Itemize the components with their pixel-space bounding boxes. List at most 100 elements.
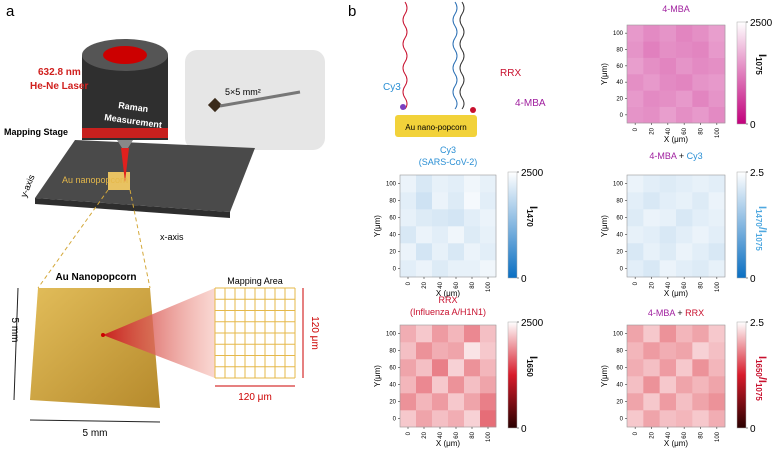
plot-frame [399,174,497,278]
chart-title: (SARS-CoV-2) [419,157,478,167]
heatmap-cell [400,376,417,394]
heatmap-cell [416,342,433,360]
substrate-label: Au nano-popcorn [405,123,466,132]
heatmap-cell [400,243,417,261]
heatmap-cell [432,393,449,411]
colorbar-label: I1650 [525,356,539,377]
heatmap-cell [692,106,709,124]
title-part: 4-MBA [662,4,690,14]
heatmap-cell [708,25,726,42]
heatmap-cell [643,106,660,124]
y-tick-label: 0 [620,113,624,119]
heatmap-cell [416,209,433,227]
heatmap-cell [676,57,693,75]
y-tick-label: 60 [616,64,623,70]
heatmap-cell [480,410,497,428]
colorbar-label-part: 1075 [754,233,763,251]
x-tick-label: 40 [438,431,444,438]
substrate [395,115,477,137]
y-tick-label: 80 [389,349,396,355]
heatmap-cell [432,325,449,343]
colorbar-label: I1650/I1075 [754,356,768,401]
x-tick-label: 0 [633,431,639,435]
molecule-label: RRX [500,68,521,79]
laser-aperture [103,46,147,64]
y-tick-label: 20 [389,400,396,406]
heatmap-cell [676,90,693,107]
heatmap-cell [659,90,677,107]
x-tick-label: 100 [715,431,721,442]
dye [470,107,476,113]
colorbar-label-part: I [756,54,768,57]
heatmap-cell [464,260,481,278]
axis-label: x-axis [160,232,184,242]
heatmap-cell [659,209,677,227]
heatmap-cell [448,192,465,210]
heatmap-cell [708,57,726,75]
heatmap-cell [627,325,644,343]
x-tick-label: 40 [666,127,672,134]
tweezers [219,90,301,108]
plot-frame [626,174,726,278]
colorbar-label-part: 1075 [754,383,763,401]
heatmap-cell [627,209,644,227]
heatmap-cell [480,325,497,343]
dimension-label: 120 μm [238,392,272,403]
heatmap-cell [676,175,693,193]
heatmap-cell [708,260,726,278]
chip-size: 5×5 mm² [225,87,261,97]
y-tick-label: 100 [386,182,397,188]
axis-label: y-axis [19,173,37,199]
heatmap-cell [432,192,449,210]
colorbar-tick-label: 0 [521,274,527,285]
heatmap-cell [708,243,726,261]
heatmap-cell [708,342,726,360]
y-tick-label: 60 [389,216,396,222]
heatmap-cell [480,393,497,411]
plot-frame [626,24,726,124]
heatmap-cell [643,342,660,360]
heatmap-cell [400,260,417,278]
heatmap-cell [432,410,449,428]
heatmap-cell [659,393,677,411]
heatmap-cell [627,175,644,193]
x-tick-label: 60 [454,431,460,438]
heatmap-cell [627,41,644,58]
heatmap-cell [416,175,433,193]
colorbar-tick-label: 2.5 [750,168,764,179]
heatmap-cell [448,325,465,343]
y-tick-label: 80 [616,349,623,355]
x-tick-label: 20 [650,127,656,134]
mapping-beam [103,288,215,378]
colorbar-tick-label: 0 [750,120,756,131]
heatmap-cell [708,325,726,343]
y-axis-label: Y(μm) [373,365,382,387]
laser-beam [121,148,129,182]
heatmap-cell [708,74,726,91]
heatmap-cell [448,376,465,394]
heatmap-cell [692,342,709,360]
heatmap-cell [432,209,449,227]
heatmap-cell [627,342,644,360]
y-tick-label: 100 [613,31,624,37]
title-part: + [675,308,685,318]
substrate-label: Au nanopopcorn [62,175,128,185]
heatmap-cell [643,41,660,58]
dimension-line [29,419,161,423]
laser-ring [82,128,168,138]
title-part: (Influenza A/H1N1) [410,307,486,317]
heatmap-cell [676,325,693,343]
x-tick-label: 60 [454,281,460,288]
laser-wavelength: 632.8 nm [38,67,81,78]
heatmap-cell [464,359,481,377]
title-part: + [676,151,686,161]
heatmap-cell [692,260,709,278]
colorbar-tick-label: 0 [521,424,527,435]
spot [101,333,105,337]
heatmap-cell [643,90,660,107]
heatmap-cell [676,41,693,58]
heatmap-cell [659,376,677,394]
x-tick-label: 0 [406,281,412,285]
heatmap-cell [432,260,449,278]
